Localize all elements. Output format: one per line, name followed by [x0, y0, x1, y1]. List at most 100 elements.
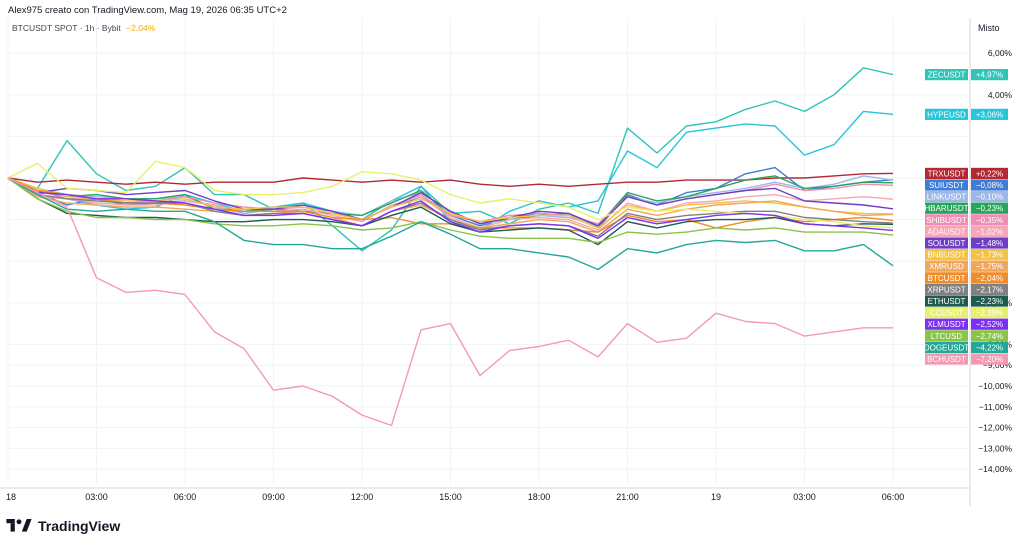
series-line-ethusdt[interactable]	[7, 177, 894, 246]
series-badge-value: −0,35%	[976, 216, 1003, 225]
series-badge-value: −2,04%	[976, 274, 1003, 283]
badge-layer: ZECUSDT +4,97%HYPEUSD +3,06%TRXUSDT +0,22%S…	[924, 69, 1008, 365]
series-badge-name-bg	[925, 318, 968, 330]
series-line-xrpusdt[interactable]	[7, 177, 894, 237]
series-badge-name: HYPEUSD	[927, 110, 966, 119]
series-badge-value-bg	[971, 283, 1008, 296]
series-badge-name: ADAUSDT	[927, 227, 965, 236]
series-line-adausdt[interactable]	[7, 177, 894, 231]
series-badge-value-bg	[971, 341, 1008, 354]
axis-mode-label[interactable]: Misto	[978, 23, 1000, 33]
series-badge-value-bg	[971, 307, 1008, 319]
series-badge-name: SHIBUSDT	[926, 216, 967, 225]
series-badge-xrpusdt[interactable]: XRPUSDT −2,17%	[925, 283, 1008, 296]
brand-name: TradingView	[38, 518, 121, 534]
series-badge-value-bg	[971, 330, 1008, 342]
series-badge-dogeusdt[interactable]: DOGEUSDT −4,22%	[924, 341, 1008, 354]
series-badge-value: −0,23%	[976, 204, 1003, 213]
series-badge-name-bg	[925, 353, 968, 365]
series-badge-bnbusdt[interactable]: BNBUSDT −1,73%	[925, 249, 1008, 261]
tradingview-logo-icon	[6, 519, 32, 532]
series-badge-bchusdt[interactable]: BCHUSDT −7,20%	[925, 353, 1008, 365]
series-badge-xlmusdt[interactable]: XLMUSDT −2,52%	[925, 318, 1008, 330]
series-badge-name-bg	[925, 341, 968, 354]
series-badge-name-bg	[925, 295, 968, 307]
series-badge-btcusdt[interactable]: BTCUSDT −2,04%	[925, 272, 1008, 284]
symbol-change: −2,04%	[126, 23, 156, 33]
series-badge-name-bg	[925, 191, 968, 203]
series-badge-zecusdt[interactable]: ZECUSDT +4,97%	[925, 69, 1008, 81]
series-badge-name-bg	[925, 237, 968, 249]
series-badge-value-bg	[971, 191, 1008, 203]
series-badge-value: −4,22%	[976, 343, 1003, 352]
series-badge-adausdt[interactable]: ADAUSDT −1,02%	[925, 225, 1008, 238]
series-badge-ethusdt[interactable]: ETHUSDT −2,23%	[925, 295, 1008, 307]
series-badge-value-bg	[971, 260, 1008, 272]
series-badge-value-bg	[971, 69, 1008, 81]
series-badge-name: BNBUSDT	[927, 251, 965, 260]
symbol-legend[interactable]: BTCUSDT SPOT · 1h · Bybit −2,04%	[12, 23, 155, 33]
x-tick-label: 12:00	[351, 492, 374, 502]
y-tick-label: −14,00%	[978, 464, 1012, 474]
series-line-xlmusdt[interactable]	[7, 177, 894, 240]
series-badge-value: −1,73%	[976, 251, 1003, 260]
series-badge-name: BCHUSDT	[927, 355, 966, 364]
series-badge-value-bg	[971, 272, 1008, 284]
series-line-ltcusd[interactable]	[7, 177, 894, 244]
series-badge-name-bg	[925, 330, 968, 342]
series-badge-name: DOGEUSDT	[924, 343, 969, 352]
series-badge-value: +4,97%	[976, 71, 1003, 80]
series-badge-name: XMRUSD	[929, 262, 964, 271]
series-badge-value-bg	[971, 214, 1008, 226]
symbol-name: BTCUSDT SPOT · 1h · Bybit	[12, 23, 121, 33]
series-badge-value-bg	[971, 318, 1008, 330]
series-badge-name-bg	[925, 307, 968, 319]
chart-watermark: Alex975 creato con TradingView.com, Mag …	[8, 5, 287, 16]
series-badge-name-bg	[925, 108, 968, 120]
series-badge-name: TRXUSDT	[928, 169, 966, 178]
series-badge-value: −2,23%	[976, 297, 1003, 306]
x-tick-label: 15:00	[439, 492, 462, 502]
series-badge-name: XLMUSDT	[927, 320, 965, 329]
series-badge-name: LTCUSD	[931, 332, 963, 341]
series-badge-trxusdt[interactable]: TRXUSDT +0,22%	[925, 167, 1008, 180]
series-badge-value-bg	[971, 295, 1008, 307]
series-badge-name-bg	[925, 69, 968, 81]
series-line-solusdt[interactable]	[7, 177, 894, 227]
series-badge-value-bg	[971, 108, 1008, 120]
series-badge-name-bg	[925, 260, 968, 272]
series-badge-hypeusd[interactable]: HYPEUSD +3,06%	[925, 108, 1008, 120]
series-badge-name-bg	[925, 179, 968, 191]
series-badge-name-bg	[925, 283, 968, 296]
series-badge-name: BTCUSDT	[928, 274, 966, 283]
x-tick-label: 18:00	[528, 492, 551, 502]
series-badge-name-bg	[925, 249, 968, 261]
series-line-bchusdt[interactable]	[7, 177, 893, 427]
series-badge-ccusdt[interactable]: CCUSDT −2,39%	[925, 307, 1008, 319]
axis-layer: 6,00%4,00%−6,00%−8,00%−9,00%−10,00%−11,0…	[0, 18, 1012, 506]
series-badge-name-bg	[925, 214, 968, 226]
series-badge-name: CCUSDT	[930, 309, 963, 318]
x-tick-label: 03:00	[793, 492, 816, 502]
series-badge-suiusdt[interactable]: SUIUSDT −0,08%	[925, 179, 1008, 191]
series-badge-value: −0,08%	[976, 181, 1003, 190]
series-badge-linkusdt[interactable]: LINKUSDT −0,10%	[925, 191, 1008, 203]
series-badge-hbarusdt[interactable]: HBARUSDT −0,23%	[924, 202, 1008, 214]
series-layer	[7, 67, 894, 427]
series-badge-name-bg	[925, 167, 968, 180]
series-line-dogeusdt[interactable]	[7, 177, 894, 271]
series-badge-name: XRPUSDT	[927, 285, 965, 294]
series-badge-value-bg	[971, 167, 1008, 180]
series-badge-value-bg	[971, 237, 1008, 249]
series-badge-shibusdt[interactable]: SHIBUSDT −0,35%	[925, 214, 1008, 226]
series-badge-value-bg	[971, 179, 1008, 191]
series-badge-name-bg	[925, 225, 968, 238]
series-badge-value: −1,02%	[976, 227, 1003, 236]
series-badge-solusdt[interactable]: SOLUSDT −1,48%	[925, 237, 1008, 249]
tradingview-brand[interactable]: TradingView	[6, 518, 120, 534]
y-tick-label: −10,00%	[978, 381, 1012, 391]
series-badge-xmrusd[interactable]: XMRUSD −1,75%	[925, 260, 1008, 272]
series-badge-ltcusd[interactable]: LTCUSD −2,74%	[925, 330, 1008, 342]
series-badge-value: −2,74%	[976, 332, 1003, 341]
